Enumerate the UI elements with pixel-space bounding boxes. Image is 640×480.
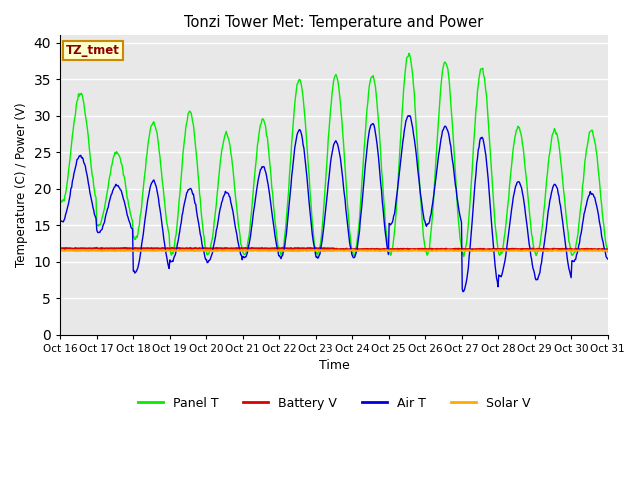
Air T <box>406 113 413 119</box>
Title: Tonzi Tower Met: Temperature and Power: Tonzi Tower Met: Temperature and Power <box>184 15 484 30</box>
Panel T <box>207 241 215 247</box>
Solar V <box>159 247 166 253</box>
Line: Panel T: Panel T <box>60 53 608 257</box>
Air T <box>123 208 131 214</box>
Battery V <box>67 245 74 251</box>
Air T <box>178 213 186 218</box>
Battery V <box>56 245 64 251</box>
Solar V <box>208 248 216 254</box>
Battery V <box>124 246 131 252</box>
Text: TZ_tmet: TZ_tmet <box>66 44 120 57</box>
Solar V <box>604 248 612 253</box>
Solar V <box>418 248 426 253</box>
Solar V <box>123 248 131 253</box>
Solar V <box>67 248 74 254</box>
Battery V <box>208 246 216 252</box>
Solar V <box>209 248 216 254</box>
Line: Solar V: Solar V <box>60 250 608 251</box>
Panel T <box>67 155 74 161</box>
Battery V <box>93 245 100 251</box>
Panel T <box>417 202 425 208</box>
Y-axis label: Temperature (C) / Power (V): Temperature (C) / Power (V) <box>15 103 28 267</box>
Panel T <box>604 249 612 255</box>
Panel T <box>56 196 64 202</box>
Panel T <box>178 164 186 170</box>
Air T <box>67 192 74 198</box>
Panel T <box>401 77 408 83</box>
Line: Air T: Air T <box>60 116 608 292</box>
Solar V <box>179 248 187 253</box>
Battery V <box>417 246 425 252</box>
Air T <box>207 254 215 260</box>
Battery V <box>497 247 504 252</box>
X-axis label: Time: Time <box>319 359 349 372</box>
Air T <box>56 217 64 223</box>
Panel T <box>123 189 131 195</box>
Air T <box>604 256 612 262</box>
Solar V <box>402 247 410 253</box>
Battery V <box>179 246 187 252</box>
Line: Battery V: Battery V <box>60 248 608 250</box>
Panel T <box>460 254 468 260</box>
Battery V <box>401 246 409 252</box>
Battery V <box>604 247 612 252</box>
Air T <box>401 127 408 133</box>
Panel T <box>405 50 413 56</box>
Legend: Panel T, Battery V, Air T, Solar V: Panel T, Battery V, Air T, Solar V <box>132 392 536 415</box>
Solar V <box>56 248 64 253</box>
Air T <box>417 195 425 201</box>
Air T <box>459 289 467 295</box>
